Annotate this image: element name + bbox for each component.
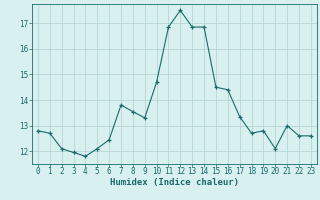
X-axis label: Humidex (Indice chaleur): Humidex (Indice chaleur) — [110, 178, 239, 187]
